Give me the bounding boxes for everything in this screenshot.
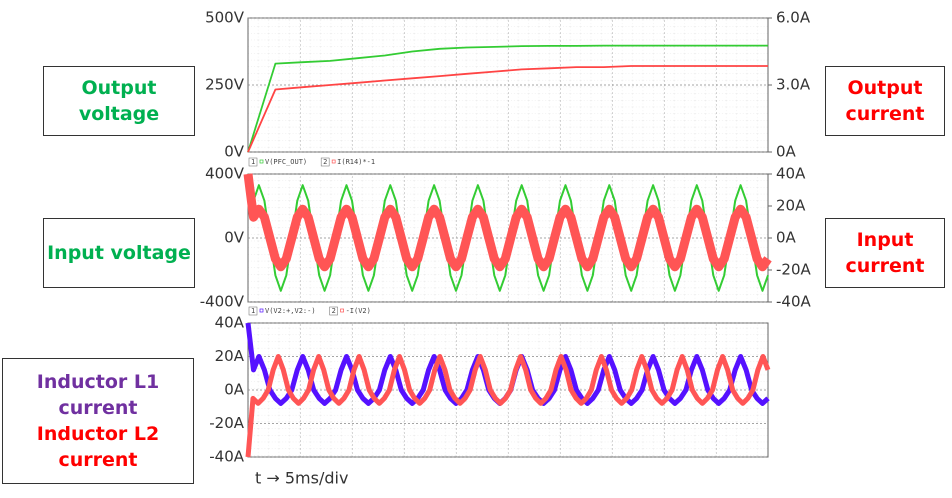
y2-tick-label: 0A <box>776 143 797 161</box>
y-tick-label: 20A <box>215 347 245 365</box>
y2-tick-label: 20A <box>776 197 806 215</box>
trace-id-box <box>248 157 258 167</box>
legend-box: Inductor L1 current Inductor L2 current <box>2 358 194 484</box>
trace-label: I(R14)*-1 <box>337 158 375 166</box>
y2-tick-label: -20A <box>776 261 811 279</box>
legend-box: Output current <box>825 66 945 136</box>
legend-label: Output current <box>845 77 925 125</box>
legend-label: Inductor L2 current <box>36 423 160 471</box>
y2-tick-label: 40A <box>776 165 806 183</box>
legend-label: Input current <box>845 229 925 277</box>
y-tick-label: 0V <box>224 229 245 247</box>
x-axis-label: t → 5ms/div <box>255 469 348 488</box>
trace-id-box <box>320 157 330 167</box>
trace-id: 1 <box>251 158 255 166</box>
trace-label: V(V2:+,V2:-) <box>265 307 316 315</box>
y-tick-label: 400V <box>205 165 245 183</box>
trace-id: 1 <box>251 307 255 315</box>
y-tick-label: -40A <box>209 448 244 466</box>
y2-tick-label: 6.0A <box>776 9 811 27</box>
trace-id-box <box>329 306 338 316</box>
trace-swatch <box>259 159 264 164</box>
y2-tick-label: 0A <box>776 229 797 247</box>
y-tick-label: 0V <box>224 143 245 161</box>
legend-box: Input voltage <box>43 218 195 288</box>
series-line <box>243 173 772 272</box>
y-tick-label: -400V <box>200 293 245 311</box>
y-tick-label: 250V <box>205 76 245 94</box>
legend-box: Input current <box>825 218 945 288</box>
trace-label: V(PFC_OUT) <box>265 158 307 166</box>
legend-box: Output voltage <box>43 66 195 136</box>
y-tick-label: -20A <box>209 414 244 432</box>
trace-swatch <box>340 308 344 313</box>
trace-id: 2 <box>323 158 327 166</box>
y2-tick-label: 3.0A <box>776 76 811 94</box>
series-line <box>247 44 768 153</box>
trace-label: -I(V2) <box>346 307 371 315</box>
y-tick-label: 0A <box>224 381 245 399</box>
legend-label: Inductor L1 current <box>36 371 160 419</box>
series-line <box>247 65 768 153</box>
trace-id-box <box>248 306 258 316</box>
legend-label: Output voltage <box>78 77 160 125</box>
y2-tick-label: -40A <box>776 293 811 311</box>
y-tick-label: 500V <box>205 9 245 27</box>
trace-swatch <box>259 308 264 313</box>
y-tick-label: 40A <box>215 314 245 332</box>
trace-swatch <box>331 159 336 164</box>
trace-id: 2 <box>332 307 336 315</box>
legend-label: Input voltage <box>47 242 191 264</box>
series-line <box>245 354 771 458</box>
